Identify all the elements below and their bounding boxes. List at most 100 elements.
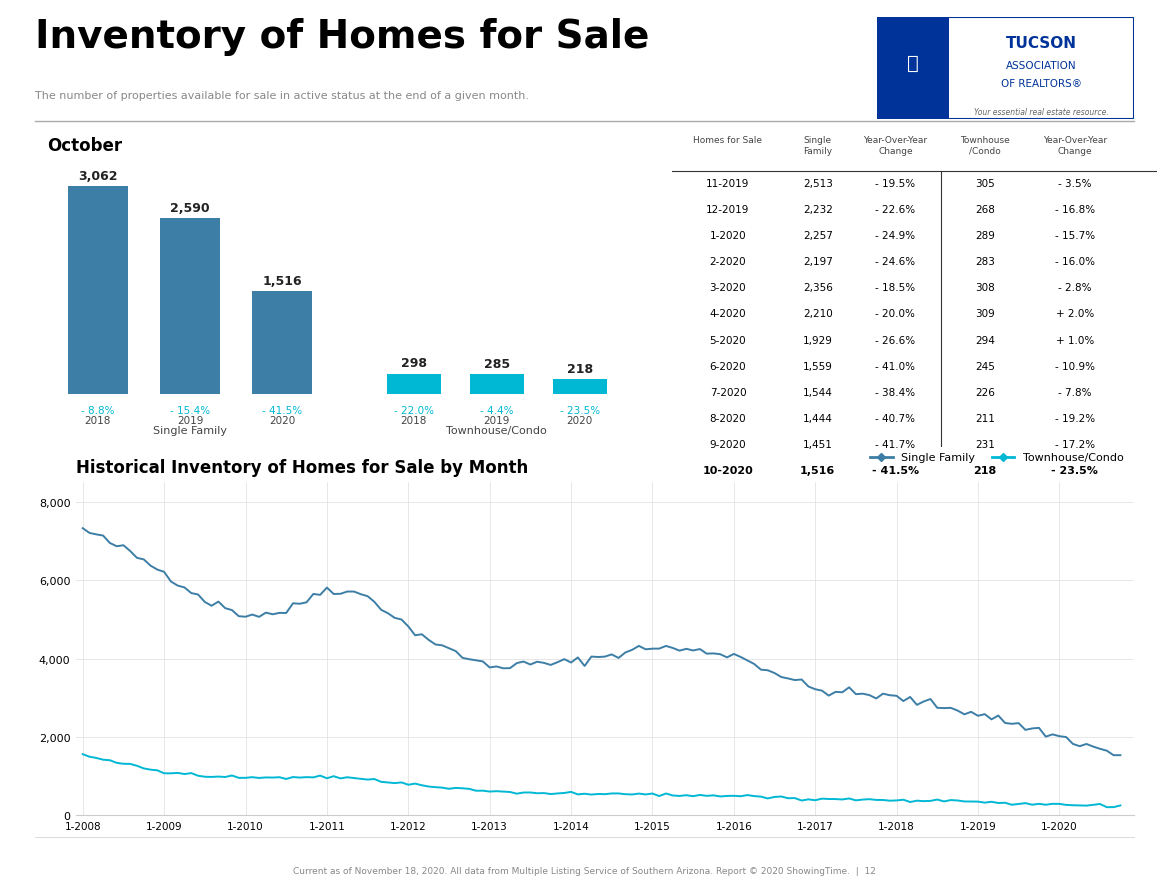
Text: - 38.4%: - 38.4% — [876, 387, 915, 397]
Text: The number of properties available for sale in active status at the end of a giv: The number of properties available for s… — [35, 90, 530, 101]
Text: + 1.0%: + 1.0% — [1056, 335, 1094, 346]
Text: 2019: 2019 — [177, 416, 203, 425]
Text: - 22.0%: - 22.0% — [394, 405, 434, 415]
Text: 245: 245 — [975, 361, 995, 371]
Text: 2,257: 2,257 — [803, 230, 832, 241]
Legend: Single Family, Townhouse/Condo: Single Family, Townhouse/Condo — [866, 448, 1128, 468]
Text: 1,929: 1,929 — [803, 335, 832, 346]
Text: Year-Over-Year
Change: Year-Over-Year Change — [863, 136, 927, 155]
Text: 266: 266 — [975, 496, 995, 507]
Text: 1,451: 1,451 — [803, 439, 832, 449]
Text: - 15.7%: - 15.7% — [1054, 230, 1095, 241]
Text: 285: 285 — [484, 358, 510, 371]
Bar — [160, 219, 220, 394]
Text: Homes for Sale: Homes for Sale — [693, 136, 762, 145]
Text: - 16.0%: - 16.0% — [1054, 257, 1095, 267]
Text: - 41.7%: - 41.7% — [876, 439, 915, 449]
Text: - 16.8%: - 16.8% — [1054, 205, 1095, 214]
Text: 211: 211 — [975, 414, 995, 424]
Text: Current as of November 18, 2020. All data from Multiple Listing Service of South: Current as of November 18, 2020. All dat… — [293, 867, 876, 875]
Text: 218: 218 — [974, 466, 997, 476]
Text: 309: 309 — [975, 309, 995, 319]
Text: 1,544: 1,544 — [803, 387, 832, 397]
Text: Inventory of Homes for Sale: Inventory of Homes for Sale — [35, 18, 650, 56]
Text: 6-2020: 6-2020 — [710, 361, 746, 371]
Text: - 40.7%: - 40.7% — [876, 414, 915, 424]
Text: 268: 268 — [975, 205, 995, 214]
Text: 283: 283 — [975, 257, 995, 267]
Text: - 41.5%: - 41.5% — [262, 405, 303, 415]
Bar — [553, 379, 607, 394]
Text: - 24.6%: - 24.6% — [876, 257, 915, 267]
Text: 2018: 2018 — [401, 416, 427, 425]
Text: - 4.4%: - 4.4% — [480, 405, 513, 415]
Text: 12-2019: 12-2019 — [706, 205, 749, 214]
Text: - 7.8%: - 7.8% — [1058, 387, 1092, 397]
Text: 1,559: 1,559 — [803, 361, 832, 371]
Text: 2,197: 2,197 — [803, 257, 832, 267]
Text: OF REALTORS®: OF REALTORS® — [1001, 79, 1081, 89]
Text: 2,356: 2,356 — [803, 283, 832, 293]
Text: - 19.5%: - 19.5% — [876, 178, 915, 189]
Text: 298: 298 — [401, 357, 427, 370]
Text: 231: 231 — [975, 439, 995, 449]
Text: 308: 308 — [975, 283, 995, 293]
Text: Townhouse/Condo: Townhouse/Condo — [447, 425, 547, 435]
Text: 2,590: 2,590 — [171, 202, 209, 215]
Text: Historical Inventory of Homes for Sale by Month: Historical Inventory of Homes for Sale b… — [76, 459, 528, 477]
Text: - 41.0%: - 41.0% — [876, 361, 915, 371]
Text: Year-Over-Year
Change: Year-Over-Year Change — [1043, 136, 1107, 155]
Text: - 23.5%: - 23.5% — [1051, 466, 1098, 476]
Bar — [470, 375, 524, 394]
Text: - 15.4%: - 15.4% — [170, 405, 210, 415]
Text: 1,934: 1,934 — [803, 496, 832, 507]
Text: 294: 294 — [975, 335, 995, 346]
Text: 9-2020: 9-2020 — [710, 439, 746, 449]
Text: 2,210: 2,210 — [803, 309, 832, 319]
Text: - 18.5%: - 18.5% — [876, 283, 915, 293]
Text: - 10.7%: - 10.7% — [1054, 496, 1095, 507]
Text: 10-2020: 10-2020 — [703, 466, 753, 476]
Text: - 10.9%: - 10.9% — [1054, 361, 1095, 371]
Text: October: October — [47, 137, 122, 155]
Text: 226: 226 — [975, 387, 995, 397]
Text: 🏠: 🏠 — [907, 54, 919, 73]
Text: 289: 289 — [975, 230, 995, 241]
Bar — [877, 18, 949, 120]
Text: - 19.2%: - 19.2% — [1054, 414, 1095, 424]
Text: 5-2020: 5-2020 — [710, 335, 746, 346]
Text: 3,062: 3,062 — [78, 170, 117, 183]
Text: TUCSON: TUCSON — [1005, 36, 1077, 51]
Text: 2020: 2020 — [269, 416, 296, 425]
Text: - 24.9%: - 24.9% — [876, 230, 915, 241]
Text: 1-2020: 1-2020 — [710, 230, 746, 241]
Text: - 26.6%: - 26.6% — [876, 335, 915, 346]
Text: 218: 218 — [567, 362, 593, 376]
Text: 2020: 2020 — [567, 416, 593, 425]
Text: 7-2020: 7-2020 — [710, 387, 746, 397]
Text: 11-2019: 11-2019 — [706, 178, 749, 189]
Text: - 22.6%: - 22.6% — [876, 205, 915, 214]
Text: 8-2020: 8-2020 — [710, 414, 746, 424]
Text: - 8.8%: - 8.8% — [81, 405, 115, 415]
Text: - 20.0%: - 20.0% — [876, 309, 915, 319]
Text: 305: 305 — [975, 178, 995, 189]
Text: 1,444: 1,444 — [803, 414, 832, 424]
Text: Townhouse
/Condo: Townhouse /Condo — [960, 136, 1010, 155]
Text: 2,232: 2,232 — [803, 205, 832, 214]
Text: 2,513: 2,513 — [803, 178, 832, 189]
FancyBboxPatch shape — [877, 18, 1134, 120]
Bar — [68, 187, 127, 394]
Bar — [387, 374, 441, 394]
Text: 3-2020: 3-2020 — [710, 283, 746, 293]
Text: - 41.5%: - 41.5% — [872, 466, 919, 476]
Text: Your essential real estate resource.: Your essential real estate resource. — [974, 107, 1108, 116]
Text: ASSOCIATION: ASSOCIATION — [1007, 60, 1077, 71]
Text: 1,516: 1,516 — [800, 466, 836, 476]
Text: 1,516: 1,516 — [263, 275, 302, 288]
Text: - 3.5%: - 3.5% — [1058, 178, 1092, 189]
Text: + 2.0%: + 2.0% — [1056, 309, 1094, 319]
Text: - 29.4%: - 29.4% — [876, 496, 915, 507]
Text: - 17.2%: - 17.2% — [1054, 439, 1095, 449]
Text: Single
Family: Single Family — [803, 136, 832, 155]
